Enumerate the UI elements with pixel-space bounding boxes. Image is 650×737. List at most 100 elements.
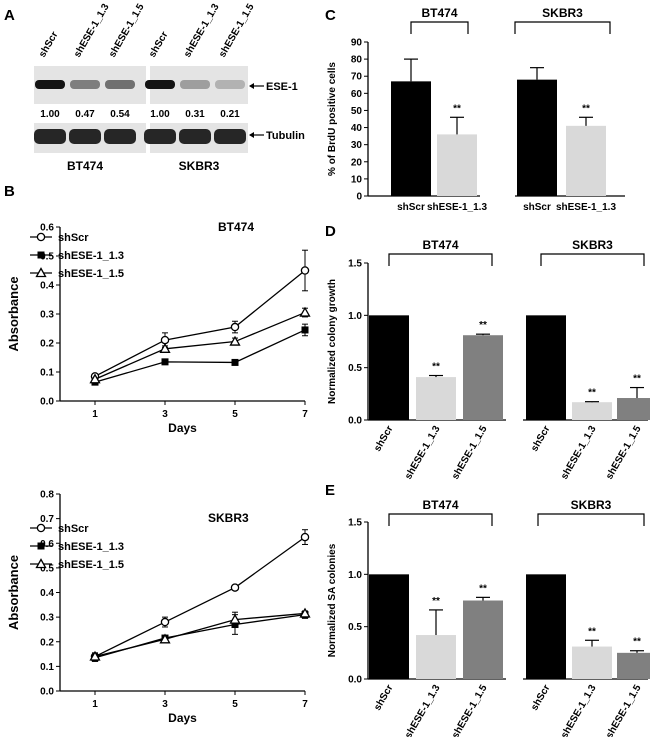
blot-band-tubulin [179, 129, 211, 144]
panel-a-letter: A [4, 7, 15, 24]
legend-label: shScr [58, 232, 89, 244]
data-point [300, 532, 310, 542]
category-label: shESE-1_1.5 [450, 424, 490, 482]
series-line [94, 612, 306, 658]
y-tick-label: 70 [351, 72, 363, 83]
x-tick-label: 1 [92, 699, 98, 710]
category-label: shESE-1_1.5 [604, 424, 644, 482]
group-label: BT474 [421, 6, 457, 20]
panel-b-letter: B [4, 183, 15, 200]
data-point [89, 373, 101, 384]
bar [391, 81, 431, 196]
chart-sa-colonies: 0.0 0.5 1.0 1.5 Normalized SA colonies shScr *… [327, 498, 650, 737]
chart-title: SKBR3 [208, 511, 249, 525]
category-label: shScr [372, 683, 395, 713]
bar [369, 315, 409, 420]
group-bracket [514, 21, 611, 34]
blot-band-ese1 [180, 80, 210, 89]
significance-mark: ** [432, 362, 440, 373]
group-label: BT474 [422, 498, 458, 512]
category-label: shESE-1_1.3 [556, 202, 616, 213]
chart-bt474-growth: 0.0 0.1 0.2 0.3 0.4 0.5 0.6 1 3 5 7 Days Absorbance B… [6, 220, 311, 435]
category-label: shScr [397, 202, 425, 213]
blot-band-tubulin [144, 129, 176, 144]
arrow-ese1-head [249, 83, 254, 89]
chart-title: BT474 [218, 220, 254, 234]
chart-colony-growth: 0.0 0.5 1.0 1.5 Normalized colony growth shSc… [327, 238, 650, 482]
group-bracket [410, 21, 469, 34]
blot-quant-value: 0.31 [185, 109, 205, 120]
y-tick-label: 0.5 [348, 363, 362, 374]
y-axis-label: % of BrdU positive cells [327, 62, 338, 176]
legend-marker [37, 542, 45, 550]
group-label: SKBR3 [571, 498, 612, 512]
y-tick-label: 90 [351, 38, 363, 49]
legend-marker [35, 558, 47, 569]
blot-band-tubulin [104, 129, 136, 144]
bar [572, 402, 612, 420]
data-point [159, 342, 171, 353]
bar [369, 574, 409, 679]
blot-band-tubulin [214, 129, 246, 144]
y-tick-label: 0.5 [40, 563, 54, 574]
category-label: shScr [529, 424, 552, 454]
y-tick-label: 80 [351, 55, 363, 66]
data-point [301, 326, 309, 334]
legend-marker [37, 251, 45, 259]
group-label: BT474 [422, 238, 458, 252]
group-bracket [388, 513, 493, 526]
bar [572, 646, 612, 679]
category-label: shESE-1_1.3 [559, 683, 599, 737]
y-axis-label: Normalized SA colonies [327, 543, 338, 657]
category-label: shScr [529, 683, 552, 713]
chart-skbr3-growth: 0.0 0.1 0.2 0.3 0.4 0.5 0.6 0.7 0.8 1 3 5 7 Days Absor… [6, 490, 311, 725]
y-tick-label: 1.0 [348, 570, 362, 581]
y-tick-label: 0.0 [40, 687, 54, 698]
x-tick-label: 5 [232, 699, 238, 710]
legend-label: shESE-1_1.5 [58, 268, 124, 280]
bar [526, 574, 566, 679]
group-label: SKBR3 [572, 238, 613, 252]
y-tick-label: 0.7 [40, 514, 54, 525]
group-label: SKBR3 [542, 6, 583, 20]
category-label: shESE-1_1.5 [450, 683, 490, 737]
x-tick-label: 7 [302, 409, 308, 420]
y-tick-label: 30 [351, 140, 363, 151]
x-tick-label: 5 [232, 409, 238, 420]
legend-label: shESE-1_1.5 [58, 559, 124, 571]
blot-band-ese1 [215, 80, 245, 89]
legend-marker [35, 267, 47, 278]
blot-quant-value: 0.21 [220, 109, 240, 120]
blot-lane-label: shESE-1_1.5 [217, 2, 257, 60]
significance-mark: ** [479, 583, 487, 594]
x-axis-label: Days [168, 421, 197, 435]
y-tick-label: 0.5 [348, 622, 362, 633]
category-label: shESE-1_1.3 [403, 424, 443, 482]
category-label: shScr [523, 202, 551, 213]
panel-d-letter: D [325, 223, 336, 240]
blot-quant-value: 0.47 [75, 109, 95, 120]
y-tick-label: 0.6 [40, 223, 54, 234]
y-tick-label: 0.1 [40, 662, 54, 673]
y-tick-label: 0.3 [40, 310, 54, 321]
bar [566, 125, 606, 196]
data-point [160, 617, 170, 627]
y-tick-label: 0.6 [40, 539, 54, 550]
data-point [160, 335, 170, 345]
significance-mark: ** [432, 596, 440, 607]
y-axis-label: Absorbance [6, 276, 21, 351]
category-label: shESE-1_1.3 [427, 202, 487, 213]
category-label: shScr [372, 424, 395, 454]
group-bracket [540, 253, 645, 266]
cell-line-label: SKBR3 [179, 159, 220, 173]
series-line [94, 311, 306, 380]
category-label: shESE-1_1.3 [559, 424, 599, 482]
group-bracket [537, 513, 645, 526]
arrow-tubulin-head [249, 132, 254, 138]
legend-label: shESE-1_1.3 [58, 250, 124, 262]
blot-band-tubulin [69, 129, 101, 144]
significance-mark: ** [633, 637, 641, 648]
legend-label: shESE-1_1.3 [58, 541, 124, 553]
